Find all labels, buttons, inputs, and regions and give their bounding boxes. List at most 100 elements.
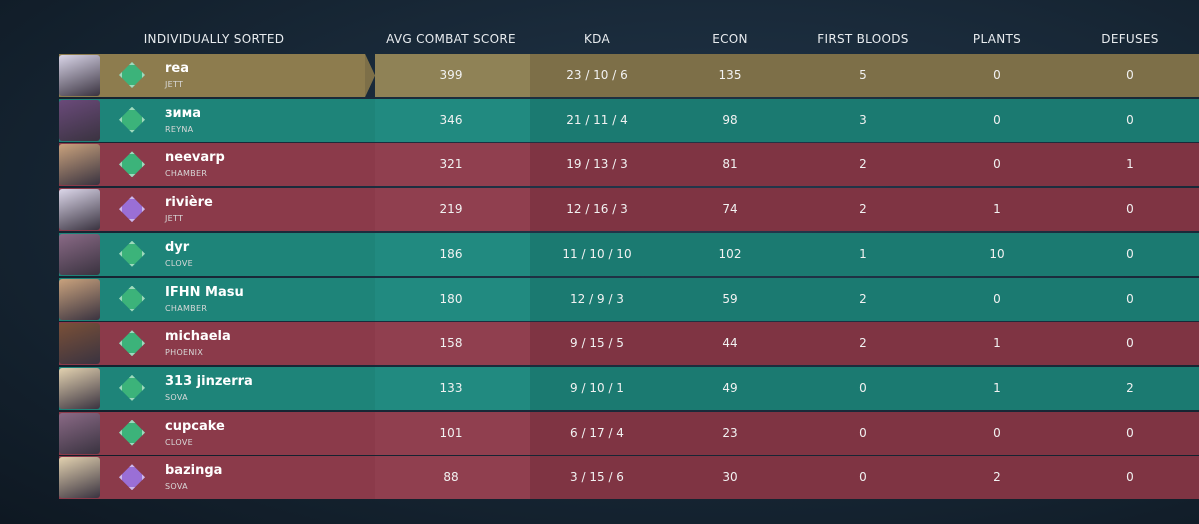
row-bg <box>530 411 1199 455</box>
row-bg <box>59 143 375 187</box>
sorted-label: INDIVIDUALLY SORTED <box>143 32 285 46</box>
stat-acs: 101 <box>439 425 463 440</box>
row-bg <box>530 143 1199 187</box>
stat-plants: 1 <box>993 380 1001 395</box>
player-name: dyr <box>165 239 190 255</box>
stat-acs: 321 <box>439 157 463 172</box>
stat-plants: 2 <box>993 470 1001 485</box>
player-name: michaela <box>165 329 231 345</box>
stat-kda: 3 / 15 / 6 <box>570 470 624 485</box>
column-header: AVG COMBAT SCORE <box>386 32 516 46</box>
agent-name: CLOVE <box>165 258 193 268</box>
player-name: IFHN Masu <box>165 284 244 300</box>
row-bg <box>530 322 1199 366</box>
row-bg <box>59 277 375 321</box>
row-bg <box>530 232 1199 276</box>
stat-kda: 19 / 13 / 3 <box>566 157 628 172</box>
row-bg <box>375 54 530 97</box>
player-row: IFHN Masu CHAMBER 180 12 / 9 / 3 59 2 0 0 <box>59 277 1199 321</box>
player-row: michaela PHOENIX 158 9 / 15 / 5 44 2 1 0 <box>59 322 1199 366</box>
row-bg <box>375 188 530 232</box>
row-bg <box>375 456 530 500</box>
row-bg <box>59 366 375 410</box>
agent-name: SOVA <box>165 482 188 492</box>
stat-acs: 158 <box>439 336 463 351</box>
stat-acs: 399 <box>439 68 463 82</box>
stat-kda: 12 / 9 / 3 <box>570 291 624 306</box>
agent-portrait <box>59 323 100 365</box>
agent-portrait <box>59 99 100 141</box>
stat-econ: 59 <box>722 291 738 306</box>
agent-portrait <box>59 144 100 186</box>
player-row: neevarp CHAMBER 321 19 / 13 / 3 81 2 0 1 <box>59 143 1199 187</box>
row-bg <box>59 98 375 142</box>
player-row: dyr CLOVE 186 11 / 10 / 10 102 1 10 0 <box>59 232 1199 276</box>
row-bg <box>59 188 375 232</box>
stat-defuses: 0 <box>1126 425 1134 440</box>
agent-name: JETT <box>165 80 184 89</box>
stat-acs: 88 <box>443 470 459 485</box>
stat-defuses: 0 <box>1126 246 1134 261</box>
row-bg <box>59 54 375 97</box>
row-bg <box>530 366 1199 410</box>
stat-plants: 1 <box>993 202 1001 217</box>
agent-name: CHAMBER <box>165 303 208 313</box>
stat-econ: 135 <box>718 68 742 82</box>
stat-acs: 219 <box>439 202 463 217</box>
player-name: neevarp <box>165 150 225 166</box>
stat-kda: 9 / 10 / 1 <box>570 380 624 395</box>
stat-plants: 10 <box>989 246 1005 261</box>
stat-first-bloods: 2 <box>859 157 867 172</box>
agent-portrait <box>59 412 100 454</box>
player-name: зима <box>165 105 202 121</box>
stat-first-bloods: 2 <box>859 202 867 217</box>
row-bg <box>375 232 530 276</box>
stat-first-bloods: 2 <box>859 291 867 306</box>
stat-defuses: 1 <box>1126 157 1134 172</box>
stat-plants: 0 <box>993 157 1001 172</box>
scoreboard: INDIVIDUALLY SORTED AVG COMBAT SCORE KDA E… <box>59 25 1199 500</box>
player-row: rivière JETT 219 12 / 16 / 3 74 2 1 0 <box>59 188 1199 232</box>
stat-defuses: 0 <box>1126 291 1134 306</box>
stat-acs: 180 <box>439 291 463 306</box>
row-bg <box>530 456 1199 500</box>
stat-defuses: 0 <box>1126 202 1134 217</box>
stat-kda: 11 / 10 / 10 <box>562 246 632 261</box>
stat-first-bloods: 1 <box>859 246 867 261</box>
stat-first-bloods: 0 <box>859 380 867 395</box>
stat-first-bloods: 0 <box>859 470 867 485</box>
player-row: bazinga SOVA 88 3 / 15 / 6 30 0 2 0 <box>59 456 1199 500</box>
agent-portrait <box>59 367 100 409</box>
row-bg <box>59 322 375 366</box>
stat-kda: 23 / 10 / 6 <box>566 68 628 82</box>
column-header: ECON <box>712 32 748 46</box>
row-bg <box>375 277 530 321</box>
stat-econ: 102 <box>718 246 742 261</box>
player-row: cupcake CLOVE 101 6 / 17 / 4 23 0 0 0 <box>59 411 1199 455</box>
agent-portrait <box>59 55 100 96</box>
row-bg <box>530 54 1199 97</box>
stat-defuses: 0 <box>1126 336 1134 351</box>
agent-portrait <box>59 457 100 499</box>
column-header: PLANTS <box>972 32 1022 46</box>
player-name: rea <box>165 61 190 76</box>
stat-acs: 133 <box>439 380 463 395</box>
agent-portrait <box>59 278 100 320</box>
agent-name: JETT <box>165 214 184 224</box>
stat-econ: 30 <box>722 470 738 485</box>
row-bg <box>530 188 1199 232</box>
agent-portrait <box>59 233 100 275</box>
stat-defuses: 2 <box>1126 380 1134 395</box>
row-bg <box>365 54 375 97</box>
stat-econ: 23 <box>722 425 738 440</box>
player-row: rea JETT 399 23 / 10 / 6 135 5 0 0 <box>59 54 1199 97</box>
row-bg <box>59 411 375 455</box>
stat-kda: 9 / 15 / 5 <box>570 336 624 351</box>
stat-econ: 81 <box>722 157 738 172</box>
row-bg <box>375 411 530 455</box>
stat-first-bloods: 5 <box>859 68 867 82</box>
player-name: rivière <box>165 195 213 211</box>
row-bg <box>59 232 375 276</box>
stat-plants: 0 <box>993 112 1001 127</box>
column-header: FIRST BLOODS <box>817 32 909 46</box>
